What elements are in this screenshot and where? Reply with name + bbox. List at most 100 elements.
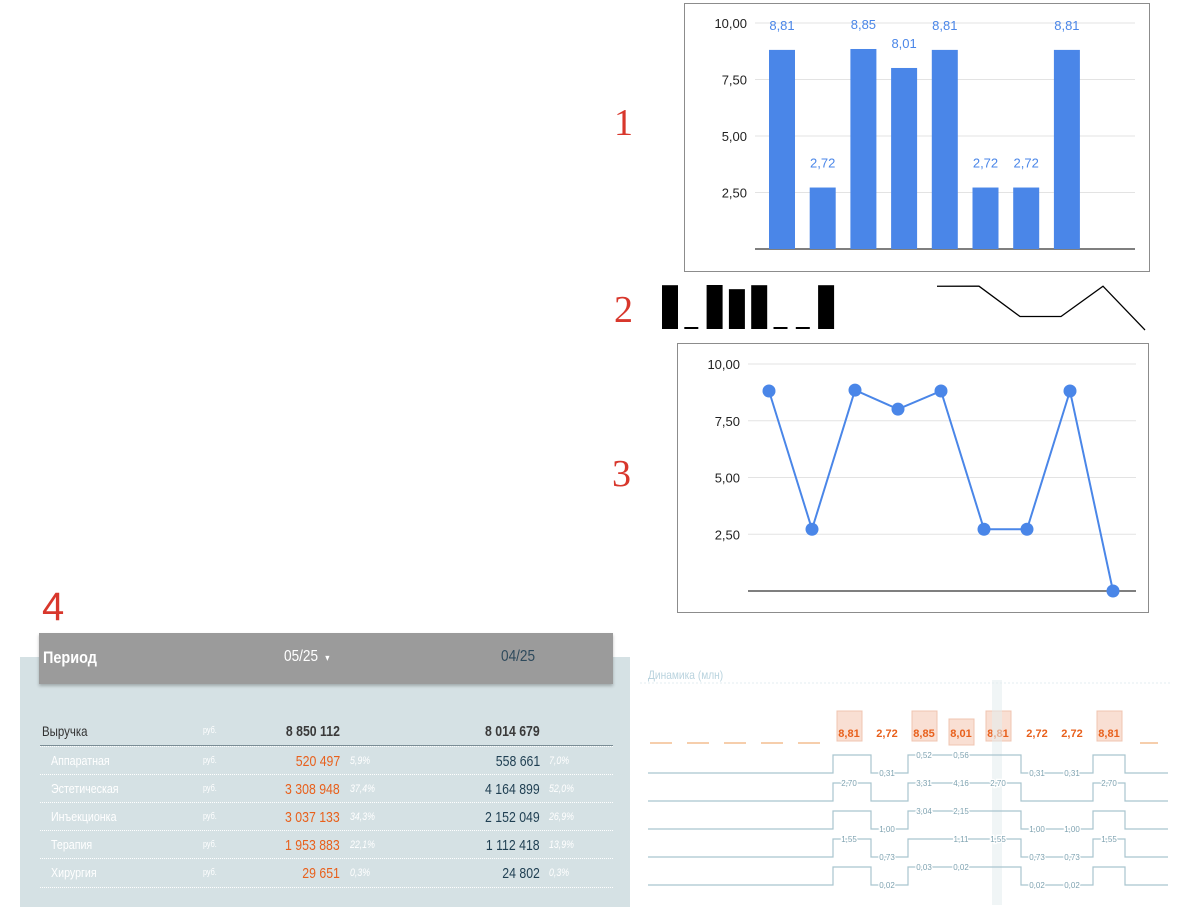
dyn-value-label: 0,02 [953, 863, 969, 872]
row-share-current: 0,3% [350, 867, 371, 879]
data-label: 8,01 [891, 36, 916, 51]
bar [769, 49, 795, 250]
row-unit: руб. [203, 839, 217, 849]
spark-bar [662, 285, 678, 329]
table-row: Хирургия руб. 29 651 0,3% 24 802 0,3% [40, 858, 613, 888]
bar [891, 67, 918, 249]
dyn-top-box [911, 710, 938, 742]
table-row: Аппаратная руб. 520 497 5,9% 558 661 7,0… [40, 746, 613, 775]
dyn-value-label: 0,31 [879, 769, 895, 778]
y-tick-label: 2,50 [715, 527, 740, 542]
table-row: Эстетическая руб. 3 308 948 37,4% 4 164 … [40, 774, 613, 803]
y-tick-label: 5,00 [722, 129, 747, 144]
bar [931, 49, 958, 250]
row-share-current: 37,4% [350, 783, 375, 795]
dyn-value-label: 0,02 [879, 881, 895, 890]
table-row: Терапия руб. 1 953 883 22,1% 1 112 418 1… [40, 830, 613, 859]
row-name: Инъекционка [51, 809, 117, 824]
dyn-value-label: 2,70 [1101, 779, 1117, 788]
row-value-current: 1 953 883 [285, 837, 340, 854]
sparkline-line [936, 285, 1146, 331]
dyn-value-label: 2,15 [953, 807, 969, 816]
dyn-top-box [948, 718, 975, 746]
line-point [762, 384, 776, 398]
line-chart: 10,00 7,50 5,00 2,50 [707, 357, 1136, 598]
total-value-previous: 8 014 679 [485, 723, 540, 740]
spark-bar [795, 327, 810, 329]
bar [809, 187, 836, 249]
row-value-previous: 4 164 899 [485, 781, 540, 798]
marker-4: 4 [42, 585, 65, 629]
line-series [768, 387, 1114, 592]
bar [972, 187, 999, 249]
dyn-value-label: 0,73 [879, 853, 895, 862]
row-value-current: 3 308 948 [285, 781, 340, 798]
row-share-current: 34,3% [350, 811, 375, 823]
y-tick-label: 10,00 [714, 16, 747, 31]
dyn-value-label: 0,31 [1029, 769, 1045, 778]
dyn-value-label: 1,11 [954, 835, 970, 844]
data-label: 8,81 [932, 18, 957, 33]
data-label: 8,81 [1054, 18, 1079, 33]
spark-bar [706, 285, 723, 329]
row-unit: руб. [203, 755, 217, 765]
dyn-top-label: 8,85 [913, 728, 934, 740]
y-tick-label: 10,00 [707, 357, 740, 372]
y-tick-label: 2,50 [722, 186, 747, 201]
dyn-value-label: 0,73 [1029, 853, 1045, 862]
data-label: 2,72 [973, 156, 998, 171]
y-tick-label: 5,00 [715, 471, 740, 486]
dyn-value-label: 1,00 [1064, 825, 1080, 834]
bar-chart: 10,00 7,50 5,00 2,50 8,81 2,72 8,85 8,01 8,81 2,7… [714, 16, 1135, 250]
y-tick-label: 7,50 [722, 73, 747, 88]
spark-bar [728, 289, 745, 329]
data-label: 2,72 [1014, 156, 1039, 171]
table-row: Инъекционка руб. 3 037 133 34,3% 2 152 0… [40, 802, 613, 831]
dyn-top-label: 2,72 [1061, 728, 1082, 740]
dyn-value-label: 3,04 [916, 807, 932, 816]
sparkline-bars [662, 285, 835, 329]
dyn-value-label: 0,02 [1029, 881, 1045, 890]
line-point [1020, 522, 1034, 536]
dyn-value-label: 0,31 [1064, 769, 1080, 778]
bar [1013, 187, 1040, 249]
dynamics-title: Динамика (млн) [648, 668, 724, 682]
total-unit: руб. [203, 725, 217, 735]
row-share-previous: 52,0% [549, 783, 574, 795]
row-name: Аппаратная [51, 753, 110, 768]
marker-3: 3 [612, 453, 631, 495]
line-point [1106, 584, 1120, 598]
row-share-previous: 26,9% [549, 811, 574, 823]
dynamics-chart: 8,812,728,858,018,812,722,728,810,310,52… [640, 680, 1170, 905]
data-label: 8,85 [851, 17, 876, 32]
spark-bar [818, 285, 835, 329]
line-point [1063, 384, 1077, 398]
y-tick-label: 7,50 [715, 414, 740, 429]
row-share-previous: 0,3% [549, 867, 570, 879]
dyn-value-label: 1,00 [879, 825, 895, 834]
bar-chart-frame: 10,00 7,50 5,00 2,50 8,81 2,72 8,85 8,01 8,81 2,7… [684, 3, 1150, 272]
data-label: 2,72 [810, 156, 835, 171]
dyn-value-label: 2,70 [990, 779, 1006, 788]
dyn-value-label: 0,03 [916, 863, 932, 872]
marker-1: 1 [614, 102, 633, 144]
dyn-top-label: 2,72 [876, 728, 897, 740]
data-label: 8,81 [769, 18, 794, 33]
period-select[interactable]: 05/25 ▾ [284, 648, 330, 666]
dyn-highlight [992, 680, 1002, 905]
dyn-value-label: 0,56 [953, 751, 969, 760]
dyn-value-label: 1,55 [841, 835, 857, 844]
dyn-top-box [836, 710, 863, 742]
spark-bar [751, 285, 768, 329]
line-point [848, 383, 862, 397]
bar [1053, 49, 1080, 250]
dyn-value-label: 0,52 [916, 751, 932, 760]
row-share-previous: 13,9% [549, 839, 574, 851]
line-chart-frame: 10,00 7,50 5,00 2,50 [677, 343, 1149, 613]
dyn-value-label: 1,55 [1101, 835, 1117, 844]
dyn-line [648, 754, 1168, 774]
spark-line-path [936, 285, 1146, 331]
row-unit: руб. [203, 867, 217, 877]
row-value-previous: 24 802 [502, 865, 540, 882]
dyn-top-label: 8,81 [1098, 728, 1119, 740]
